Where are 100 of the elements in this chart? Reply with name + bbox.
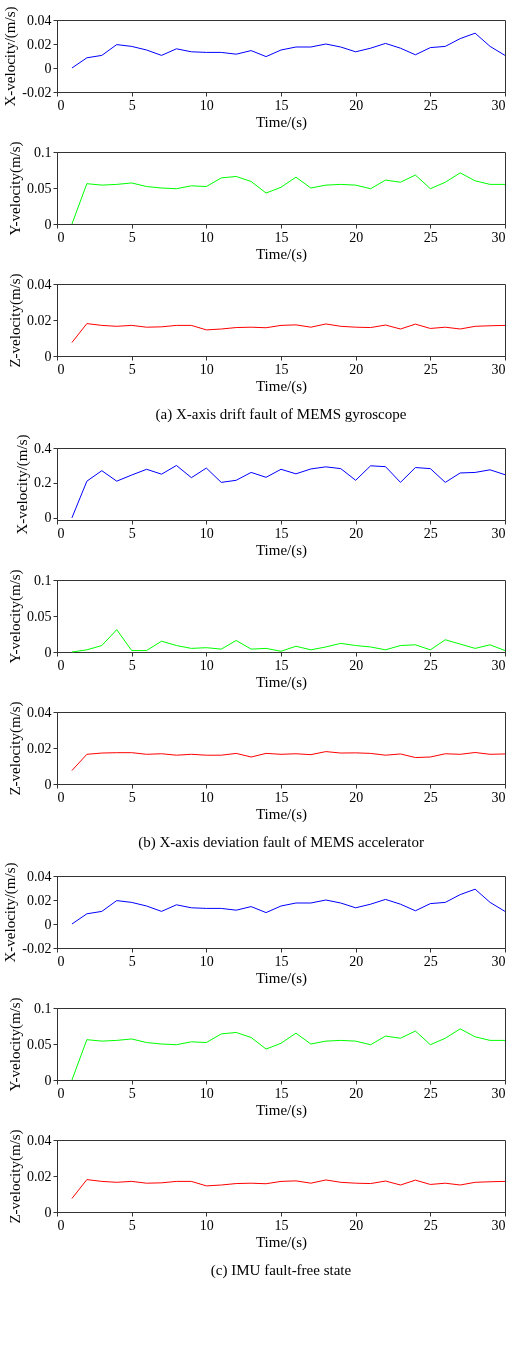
x-tick-label: 0 bbox=[57, 361, 65, 377]
y-tick-label: -0.02 bbox=[22, 84, 52, 100]
line-series bbox=[71, 629, 506, 653]
x-tick-label: 0 bbox=[57, 1085, 65, 1101]
y-tick-label: 0.02 bbox=[27, 312, 52, 328]
x-tick-label: 10 bbox=[199, 1217, 214, 1233]
x-tick-label: 5 bbox=[128, 1217, 136, 1233]
x-tick-label: 30 bbox=[491, 97, 506, 113]
y-axis-title: Y-velocity(m/s) bbox=[7, 141, 24, 236]
y-axis-title: X-velocity/(m/s) bbox=[2, 6, 20, 107]
x-tick-label: 25 bbox=[423, 97, 438, 113]
text: (a) X-axis drift fault of MEMS gyroscope bbox=[155, 406, 407, 423]
x-axis-title: Time/(s) bbox=[255, 377, 308, 395]
line-series bbox=[71, 464, 506, 519]
y-tick-label: 0 bbox=[44, 776, 52, 792]
y-tick-label: 0.1 bbox=[34, 572, 52, 588]
x-tick-label: 10 bbox=[199, 1085, 214, 1101]
x-tick-label: 20 bbox=[349, 657, 364, 673]
x-tick-label: 10 bbox=[199, 525, 214, 541]
x-tick-label: 30 bbox=[491, 1217, 506, 1233]
x-axis-title: Time/(s) bbox=[255, 1233, 308, 1251]
x-tick-label: 0 bbox=[57, 229, 65, 245]
x-tick-label: 25 bbox=[423, 361, 438, 377]
y-tick-label: 0.04 bbox=[27, 868, 52, 884]
y-axis-title: X-velocity/(m/s) bbox=[14, 434, 31, 535]
y-tick-label: 0.02 bbox=[27, 892, 52, 908]
y-axis-title: Y-velocity(m/s) bbox=[7, 569, 24, 664]
x-tick-label: 0 bbox=[57, 657, 65, 673]
x-tick-label: 5 bbox=[128, 789, 136, 805]
y-tick-label: 0.05 bbox=[27, 180, 52, 196]
x-tick-label: 20 bbox=[349, 789, 364, 805]
x-tick-label: 0 bbox=[57, 953, 65, 969]
x-tick-label: 15 bbox=[274, 1217, 289, 1233]
y-axis-title: Z-velocity(m/s) bbox=[7, 1129, 24, 1224]
x-tick-label: 10 bbox=[199, 229, 214, 245]
x-tick-label: 0 bbox=[57, 525, 65, 541]
x-axis-title: Time/(s) bbox=[255, 1101, 308, 1119]
x-tick-label: 25 bbox=[423, 1085, 438, 1101]
x-tick-label: 25 bbox=[423, 657, 438, 673]
y-tick-label: 0 bbox=[44, 510, 52, 526]
line-series bbox=[71, 888, 506, 925]
line-series bbox=[71, 172, 506, 225]
x-tick-label: 25 bbox=[423, 953, 438, 969]
x-axis-title: Time/(s) bbox=[255, 969, 308, 987]
y-tick-label: 0.4 bbox=[34, 440, 52, 456]
y-tick-label: 0 bbox=[44, 60, 52, 76]
x-tick-label: 15 bbox=[274, 657, 289, 673]
x-tick-label: 5 bbox=[128, 953, 136, 969]
x-axis-title: Time/(s) bbox=[255, 541, 308, 559]
x-tick-label: 5 bbox=[128, 525, 136, 541]
x-tick-label: 15 bbox=[274, 361, 289, 377]
y-tick-label: 0 bbox=[44, 216, 52, 232]
y-tick-label: 0.2 bbox=[34, 475, 52, 491]
y-tick-label: 0.1 bbox=[34, 144, 52, 160]
line-series bbox=[71, 1028, 506, 1081]
x-axis-title: Time/(s) bbox=[255, 673, 308, 691]
x-tick-label: 5 bbox=[128, 657, 136, 673]
y-tick-label: 0 bbox=[44, 1204, 52, 1220]
x-tick-label: 15 bbox=[274, 229, 289, 245]
y-axis-title: Z-velocity(m/s) bbox=[7, 701, 24, 796]
x-tick-label: 15 bbox=[274, 97, 289, 113]
x-tick-label: 30 bbox=[491, 229, 506, 245]
x-tick-label: 30 bbox=[491, 657, 506, 673]
line-series bbox=[71, 751, 506, 771]
x-tick-label: 30 bbox=[491, 1085, 506, 1101]
y-tick-label: 0 bbox=[44, 348, 52, 364]
y-tick-label: 0.05 bbox=[27, 1036, 52, 1052]
x-tick-label: 5 bbox=[128, 97, 136, 113]
x-tick-label: 20 bbox=[349, 229, 364, 245]
y-tick-label: 0.05 bbox=[27, 608, 52, 624]
x-tick-label: 15 bbox=[274, 1085, 289, 1101]
text: (b) X-axis deviation fault of MEMS accelerator bbox=[138, 834, 424, 851]
x-tick-label: 15 bbox=[274, 789, 289, 805]
y-tick-label: 0.1 bbox=[34, 1000, 52, 1016]
x-tick-label: 30 bbox=[491, 789, 506, 805]
x-tick-label: 25 bbox=[423, 525, 438, 541]
y-tick-label: 0 bbox=[44, 916, 52, 932]
y-tick-label: 0 bbox=[44, 644, 52, 660]
x-tick-label: 15 bbox=[274, 953, 289, 969]
x-tick-label: 30 bbox=[491, 953, 506, 969]
y-tick-label: 0.02 bbox=[27, 740, 52, 756]
x-tick-label: 25 bbox=[423, 1217, 438, 1233]
x-tick-label: 10 bbox=[199, 361, 214, 377]
y-axis-title: Y-velocity(m/s) bbox=[7, 997, 24, 1092]
y-tick-label: 0.02 bbox=[27, 36, 52, 52]
x-tick-label: 10 bbox=[199, 953, 214, 969]
y-tick-label: 0 bbox=[44, 1072, 52, 1088]
x-tick-label: 15 bbox=[274, 525, 289, 541]
y-tick-label: 0.04 bbox=[27, 1132, 52, 1148]
y-tick-label: 0.04 bbox=[27, 276, 52, 292]
x-axis-title: Time/(s) bbox=[255, 805, 308, 823]
x-axis-title: Time/(s) bbox=[255, 245, 308, 263]
x-tick-label: 20 bbox=[349, 361, 364, 377]
x-tick-label: 20 bbox=[349, 1217, 364, 1233]
x-tick-label: 10 bbox=[199, 97, 214, 113]
line-series bbox=[71, 323, 506, 343]
x-tick-label: 10 bbox=[199, 789, 214, 805]
x-tick-label: 5 bbox=[128, 361, 136, 377]
x-tick-label: 0 bbox=[57, 97, 65, 113]
y-axis-title: Z-velocity(m/s) bbox=[7, 273, 24, 368]
